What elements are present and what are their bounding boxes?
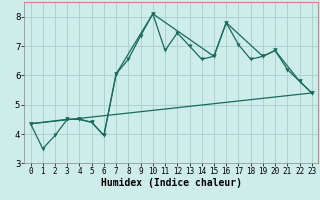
X-axis label: Humidex (Indice chaleur): Humidex (Indice chaleur)	[101, 178, 242, 188]
